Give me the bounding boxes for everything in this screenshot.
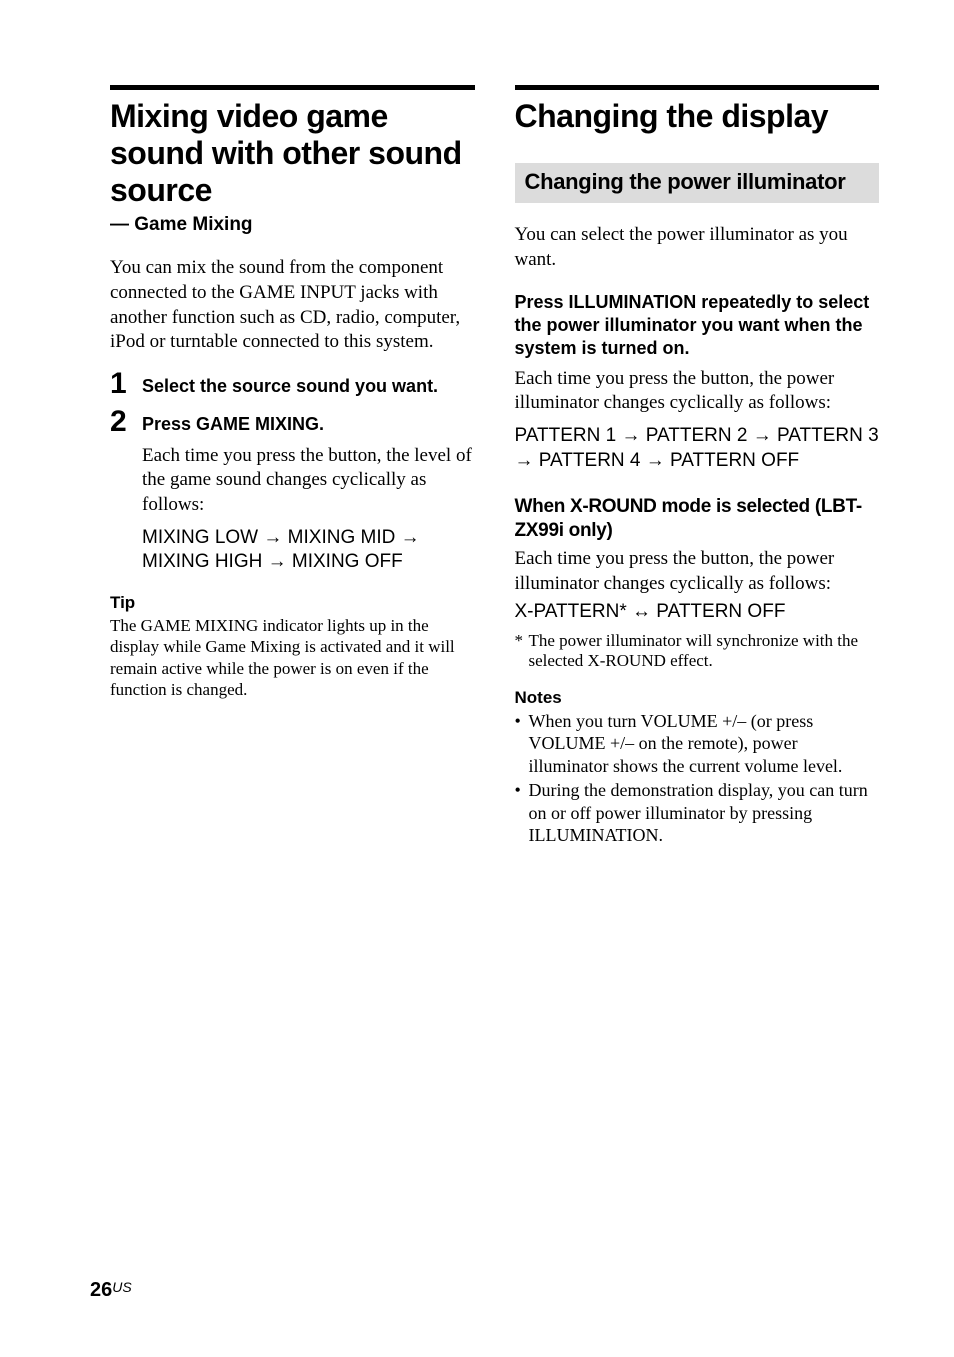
note-1: • When you turn VOLUME +/– (or press VOL… (515, 710, 880, 778)
step-1-label: Select the source sound you want. (142, 375, 475, 398)
pattern-sequence: PATTERN 1 → PATTERN 2 → PATTERN 3 → PATT… (515, 424, 880, 473)
step-2: 2 Press GAME MIXING. Each time you press… (110, 407, 475, 575)
step-1: 1 Select the source sound you want. (110, 369, 475, 399)
bullet-icon: • (515, 710, 529, 778)
left-column: Mixing video game sound with other sound… (110, 85, 475, 847)
left-subtitle: — Game Mixing (110, 214, 475, 236)
footnote-star: * (515, 631, 529, 672)
tip-heading: Tip (110, 593, 475, 613)
tip-body: The GAME MIXING indicator lights up in t… (110, 615, 475, 700)
step-2-body: Each time you press the button, the leve… (142, 444, 475, 518)
step-2-sequence: MIXING LOW → MIXING MID → MIXING HIGH → … (142, 526, 475, 575)
section-heading-bar: Changing the power illuminator (515, 163, 880, 203)
notes-list: • When you turn VOLUME +/– (or press VOL… (515, 710, 880, 847)
xround-cycle-text: Each time you press the button, the powe… (515, 547, 880, 596)
footnote-text: The power illuminator will synchronize w… (529, 631, 880, 672)
step-2-content: Press GAME MIXING. Each time you press t… (142, 407, 475, 575)
step-2-label: Press GAME MIXING. (142, 413, 475, 436)
page-footer: 26US (90, 1279, 132, 1302)
step-1-content: Select the source sound you want. (142, 369, 475, 399)
right-title: Changing the display (515, 98, 880, 135)
step-2-number: 2 (110, 407, 132, 575)
steps-list: 1 Select the source sound you want. 2 Pr… (110, 369, 475, 575)
right-column: Changing the display Changing the power … (515, 85, 880, 847)
cycle-text: Each time you press the button, the powe… (515, 367, 880, 416)
section-heading: Changing the power illuminator (525, 169, 870, 195)
xround-heading: When X-ROUND mode is selected (LBT-ZX99i… (515, 495, 880, 543)
page-suffix: US (112, 1279, 131, 1295)
left-title: Mixing video game sound with other sound… (110, 98, 475, 208)
left-intro: You can mix the sound from the component… (110, 256, 475, 355)
right-top-rule (515, 85, 880, 90)
note-2-text: During the demonstration display, you ca… (529, 779, 880, 847)
note-2: • During the demonstration display, you … (515, 779, 880, 847)
left-top-rule (110, 85, 475, 90)
step-1-number: 1 (110, 369, 132, 399)
right-intro: You can select the power illuminator as … (515, 223, 880, 272)
two-column-layout: Mixing video game sound with other sound… (110, 85, 879, 847)
press-illumination-instruction: Press ILLUMINATION repeatedly to select … (515, 291, 880, 361)
xround-sequence: X-PATTERN* ↔ PATTERN OFF (515, 600, 880, 625)
bullet-icon: • (515, 779, 529, 847)
note-1-text: When you turn VOLUME +/– (or press VOLUM… (529, 710, 880, 778)
footnote: * The power illuminator will synchronize… (515, 631, 880, 672)
page-number: 26 (90, 1279, 112, 1301)
notes-heading: Notes (515, 688, 880, 708)
